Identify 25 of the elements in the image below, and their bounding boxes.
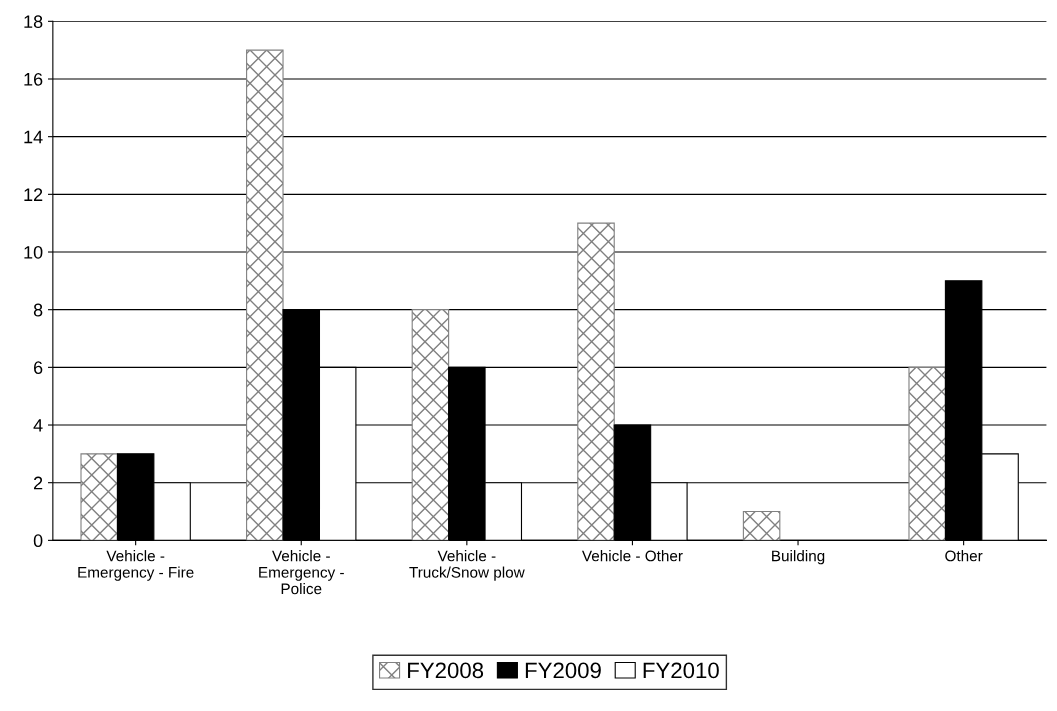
- bar: [80, 453, 118, 541]
- legend-label: FY2010: [643, 662, 719, 679]
- bar: [577, 222, 615, 541]
- y-tick-label: 0: [33, 534, 43, 548]
- y-tick-label: 18: [24, 15, 43, 29]
- x-tick-label: Vehicle - Emergency - Fire: [78, 550, 194, 581]
- y-tick-label: 10: [24, 245, 43, 259]
- y-tick-label: 6: [34, 361, 43, 375]
- y-tick-label: 12: [24, 188, 43, 201]
- x-tick-label: Vehicle - Truck/Snow plow: [409, 550, 525, 581]
- bar: [411, 309, 450, 541]
- legend-label: FY2009: [525, 662, 601, 679]
- y-tick-label: 4: [33, 419, 43, 432]
- x-tick-label: Vehicle - Emergency - Police: [259, 550, 344, 595]
- legend-label: FY2008: [408, 662, 484, 679]
- y-tick-label: 2: [34, 476, 43, 490]
- bar: [742, 510, 781, 541]
- x-tick-label: Building: [772, 550, 825, 565]
- x-tick-label: Other: [945, 550, 983, 562]
- y-tick-label: 8: [33, 303, 43, 317]
- x-tick-label: Vehicle - Other: [581, 550, 683, 562]
- bar: [246, 49, 284, 541]
- bar: [908, 366, 946, 541]
- y-tick-label: 16: [24, 72, 43, 86]
- y-tick-label: 14: [24, 130, 43, 144]
